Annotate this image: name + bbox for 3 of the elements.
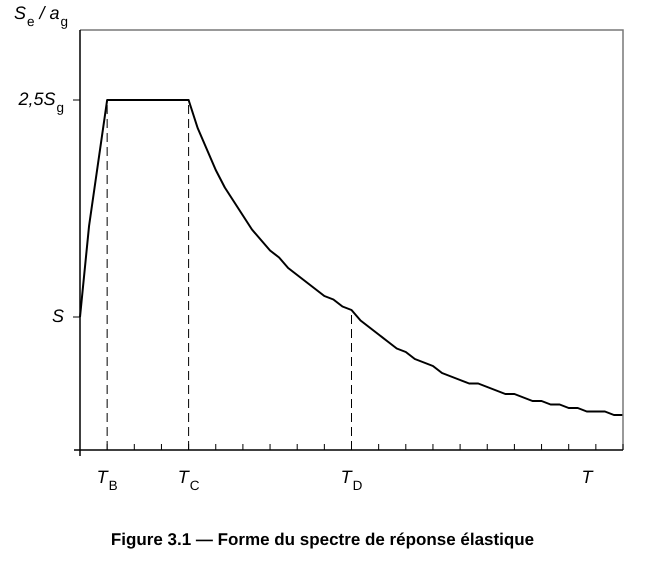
x-axis-title: T [582, 467, 594, 487]
text: S [52, 306, 64, 326]
text: Figure 3.1 — Forme du spectre de réponse élastique [110, 530, 536, 550]
